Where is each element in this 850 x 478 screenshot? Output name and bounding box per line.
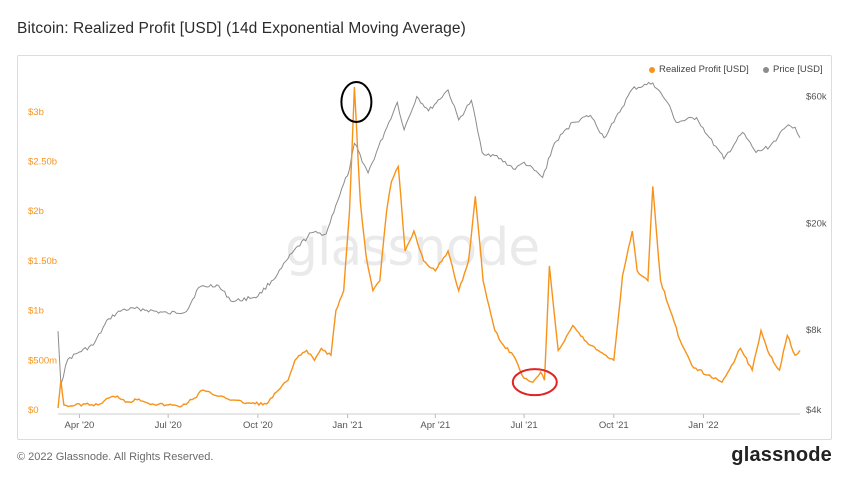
legend-profit-dot bbox=[649, 66, 655, 73]
x-tick-label: Apr '21 bbox=[420, 420, 450, 431]
copyright: © 2022 Glassnode. All Rights Reserved. bbox=[17, 451, 214, 463]
x-tick-label: Jul '21 bbox=[510, 420, 537, 431]
y-right-tick-label: $4k bbox=[806, 405, 822, 416]
legend-price[interactable]: Price [USD] bbox=[763, 64, 823, 75]
y-left-tick-label: $0 bbox=[28, 405, 39, 416]
legend-profit-label: Realized Profit [USD] bbox=[659, 64, 749, 75]
x-tick-label: Oct '21 bbox=[599, 420, 629, 431]
x-tick-label: Jan '22 bbox=[688, 420, 718, 431]
y-left-tick-label: $2.50b bbox=[28, 157, 57, 168]
y-left-tick-label: $1b bbox=[28, 306, 44, 317]
y-left-tick-label: $500m bbox=[28, 355, 57, 366]
legend-price-dot bbox=[763, 66, 769, 73]
x-tick-label: Jul '20 bbox=[155, 420, 182, 431]
black-circle-annotation bbox=[340, 80, 373, 123]
y-right-tick-label: $8k bbox=[806, 325, 822, 336]
chart-frame bbox=[17, 55, 832, 440]
realized-profit-line bbox=[57, 86, 801, 409]
legend-price-label: Price [USD] bbox=[773, 64, 823, 75]
red-circle-annotation bbox=[511, 368, 558, 397]
x-tick-label: Oct '20 bbox=[243, 420, 273, 431]
x-tick-label: Apr '20 bbox=[65, 420, 95, 431]
y-right-tick-label: $60k bbox=[806, 91, 827, 102]
y-left-tick-label: $3b bbox=[28, 107, 44, 118]
y-left-tick-label: $2b bbox=[28, 206, 44, 217]
glassnode-logo[interactable]: glassnode bbox=[731, 444, 832, 466]
chart-title: Bitcoin: Realized Profit [USD] (14d Expo… bbox=[17, 20, 466, 37]
legend[interactable]: Realized Profit [USD] bbox=[649, 64, 749, 75]
y-right-tick-label: $20k bbox=[806, 219, 827, 230]
x-tick-label: Jan '21 bbox=[332, 420, 362, 431]
y-left-tick-label: $1.50b bbox=[28, 256, 57, 267]
price-line bbox=[57, 81, 801, 385]
